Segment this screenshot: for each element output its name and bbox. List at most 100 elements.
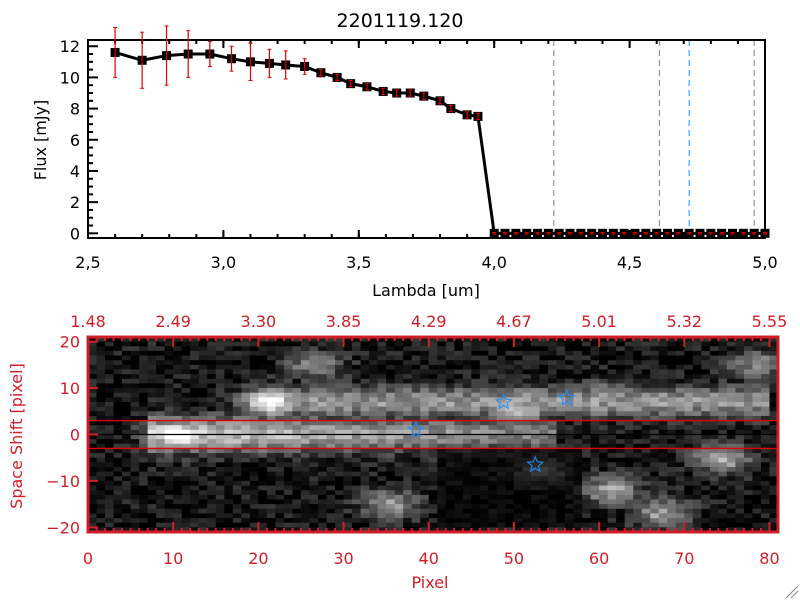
heatmap-cell <box>309 369 319 375</box>
heatmap-cell <box>701 467 711 473</box>
heatmap-cell <box>105 462 115 468</box>
heatmap-cell <box>377 453 387 459</box>
heatmap-cell <box>147 522 157 528</box>
heatmap-cell <box>488 420 498 426</box>
heatmap-cell <box>437 429 447 436</box>
heatmap-cell <box>292 499 302 505</box>
heatmap-cell <box>96 415 106 422</box>
heatmap-cell <box>156 457 166 463</box>
heatmap-cell <box>726 411 737 417</box>
heatmap-cell <box>428 490 438 496</box>
heatmap-cell <box>88 369 98 375</box>
heatmap-cell <box>684 337 694 343</box>
heatmap-cell <box>437 360 447 366</box>
heatmap-cell <box>309 490 319 496</box>
heatmap-cell <box>454 476 464 482</box>
heatmap-cell <box>377 429 387 436</box>
heatmap-cell <box>437 350 447 357</box>
heatmap-cell <box>198 462 208 468</box>
heatmap-cell <box>709 462 719 468</box>
heatmap-cell <box>215 480 225 487</box>
heatmap-cell <box>479 439 489 445</box>
heatmap-cell <box>215 415 225 422</box>
heatmap-cell <box>156 494 166 501</box>
heatmap-cell <box>743 476 754 482</box>
heatmap-cell <box>513 397 524 403</box>
heatmap-cell <box>701 490 711 496</box>
heatmap-cell <box>275 485 285 491</box>
heatmap-cell <box>743 388 754 394</box>
heatmap-cell <box>266 504 277 510</box>
heatmap-cell <box>496 415 507 422</box>
heatmap-cell <box>590 429 600 436</box>
resize-grip-icon[interactable] <box>785 585 799 599</box>
heatmap-cell <box>369 378 379 385</box>
heatmap-cell <box>139 513 149 519</box>
heatmap-cell <box>130 522 140 528</box>
heatmap-cell <box>122 467 132 473</box>
heatmap-cell <box>488 453 498 459</box>
heatmap-cell <box>156 369 166 375</box>
heatmap-cell <box>667 434 677 440</box>
heatmap-cell <box>96 374 106 380</box>
heatmap-cell <box>488 504 498 510</box>
heatmap-cell <box>718 439 728 445</box>
heatmap-cell <box>479 434 489 440</box>
heatmap-cell <box>565 374 575 380</box>
heatmap-cell <box>743 471 754 477</box>
heatmap-cell <box>428 425 438 431</box>
heatmap-cell <box>539 337 549 343</box>
heatmap-cell <box>513 337 524 343</box>
heatmap-cell <box>335 392 345 398</box>
heatmap-cell <box>692 341 702 347</box>
heatmap-cell <box>633 462 643 468</box>
heatmap-cell <box>377 518 387 524</box>
heatmap-cell <box>190 429 200 436</box>
heatmap-cell <box>599 476 609 482</box>
heatmap-cell <box>530 485 541 491</box>
heatmap-cell <box>607 513 617 519</box>
heatmap-cell <box>769 485 779 491</box>
heatmap-cell <box>156 499 166 505</box>
heatmap-cell <box>266 402 277 408</box>
heatmap-cell <box>692 369 702 375</box>
heatmap-cell <box>437 341 447 347</box>
heatmap-cell <box>548 420 558 426</box>
heatmap-cell <box>462 425 472 431</box>
heatmap-cell <box>241 402 251 408</box>
heatmap-cell <box>539 346 549 352</box>
heatmap-cell <box>735 374 745 380</box>
heatmap-cell <box>241 364 251 371</box>
heatmap-cell <box>445 499 455 505</box>
heatmap-cell <box>735 406 745 412</box>
heatmap-cell <box>266 494 277 501</box>
heatmap-cell <box>769 453 779 459</box>
heatmap-cell <box>420 346 430 352</box>
heatmap-cell <box>113 434 123 440</box>
heatmap-cell <box>726 364 737 371</box>
heatmap-cell <box>411 341 421 347</box>
heatmap-cell <box>428 462 438 468</box>
heatmap-cell <box>352 425 362 431</box>
heatmap-cell <box>641 476 651 482</box>
heatmap-cell <box>113 397 123 403</box>
heatmap-cell <box>318 411 328 417</box>
heatmap-cell <box>479 420 489 426</box>
heatmap-cell <box>309 406 319 412</box>
heatmap-cell <box>283 471 294 477</box>
heatmap-cell <box>735 360 745 366</box>
heatmap-cell <box>616 443 626 450</box>
heatmap-cell <box>505 378 515 385</box>
heatmap-cell <box>539 448 549 454</box>
heatmap-cell <box>352 476 362 482</box>
heatmap-cell <box>641 374 651 380</box>
heatmap-cell <box>709 476 719 482</box>
heatmap-cell <box>556 439 566 445</box>
heatmap-cell <box>445 350 455 357</box>
heatmap-cell <box>701 346 711 352</box>
heatmap-cell <box>616 527 626 533</box>
heatmap-cell <box>207 467 217 473</box>
heatmap-cell <box>139 457 149 463</box>
heatmap-cell <box>139 374 149 380</box>
heatmap-cell <box>232 429 242 436</box>
